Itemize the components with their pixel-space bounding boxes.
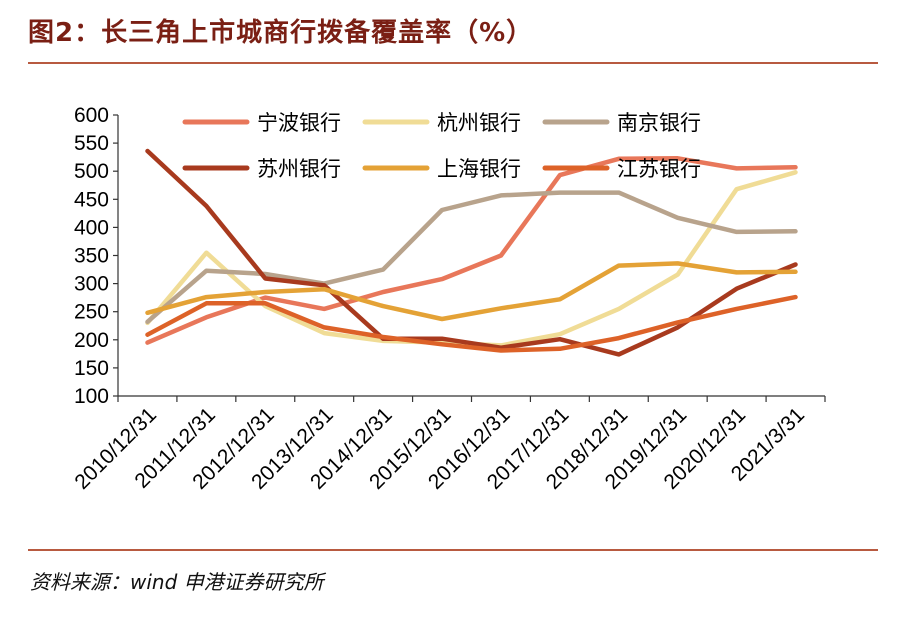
y-tick-label: 300 <box>74 273 109 296</box>
top-divider <box>28 62 878 64</box>
legend-label: 上海银行 <box>437 157 521 181</box>
series-line <box>145 294 798 353</box>
series-line <box>145 148 798 357</box>
legend-label: 南京银行 <box>617 111 701 135</box>
series-line <box>145 190 798 325</box>
source-note: 资料来源：wind 申港证券研究所 <box>30 570 324 594</box>
y-tick-label: 250 <box>74 301 109 324</box>
y-tick-label: 200 <box>74 329 109 352</box>
figure-title: 图2：长三角上市城商行拨备覆盖率（%） <box>28 18 534 48</box>
legend-label: 杭州银行 <box>437 111 521 135</box>
legend-label: 江苏银行 <box>617 157 701 181</box>
legend-label: 苏州银行 <box>257 157 341 181</box>
series-line <box>145 261 798 322</box>
legend-label: 宁波银行 <box>257 111 341 135</box>
y-tick-label: 450 <box>74 188 109 211</box>
y-tick-label: 500 <box>74 160 109 183</box>
y-tick-label: 150 <box>74 357 109 380</box>
y-tick-label: 350 <box>74 245 109 268</box>
y-tick-label: 550 <box>74 132 109 155</box>
chart-lines <box>145 148 798 357</box>
bottom-divider <box>28 549 878 551</box>
series-line <box>145 156 798 345</box>
y-tick-label: 100 <box>74 385 109 408</box>
y-tick-label: 600 <box>74 104 109 127</box>
y-tick-label: 400 <box>74 216 109 239</box>
